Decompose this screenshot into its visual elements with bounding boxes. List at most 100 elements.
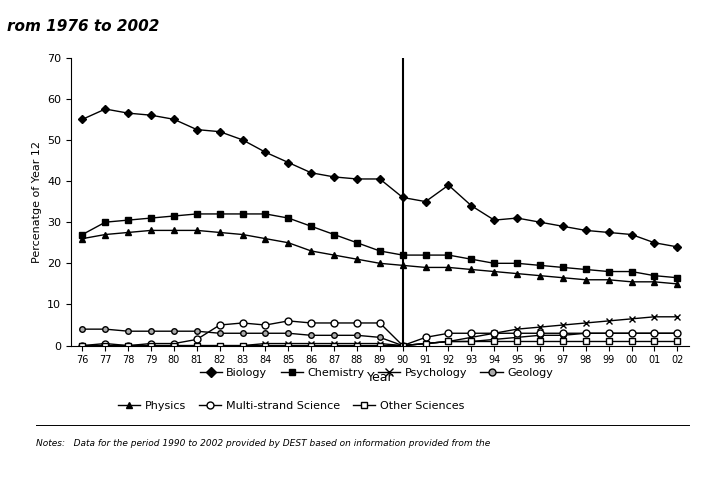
Multi-strand Science [192,336,201,342]
Multi-strand Science [581,330,590,336]
Biology [444,182,453,188]
Line: Geology: Geology [80,326,680,348]
Chemistry [581,266,590,272]
Psychology [147,343,155,348]
Chemistry [353,240,361,246]
Chemistry [284,215,293,221]
Psychology [536,324,545,330]
Physics [170,228,178,233]
Biology [353,176,361,182]
Biology [650,240,659,246]
Multi-strand Science [101,341,109,347]
Other Sciences [627,338,635,344]
Geology [78,326,87,332]
Geology [124,328,133,334]
Other Sciences [101,343,109,348]
Multi-strand Science [124,343,133,348]
Geology [513,335,521,340]
Physics [536,273,545,278]
Multi-strand Science [284,318,293,324]
Physics [353,256,361,262]
Biology [78,117,87,122]
Chemistry [513,261,521,266]
Other Sciences [124,343,133,348]
Geology [490,336,498,342]
Physics [284,240,293,246]
Biology [215,129,224,134]
Legend: Physics, Multi-strand Science, Other Sciences: Physics, Multi-strand Science, Other Sci… [114,397,469,416]
Multi-strand Science [307,320,315,326]
Geology [307,333,315,338]
Biology [239,137,247,143]
Chemistry [376,248,384,254]
Physics [261,236,270,241]
Line: Psychology: Psychology [79,313,681,349]
Other Sciences [513,338,521,344]
Physics [192,228,201,233]
Chemistry [239,211,247,217]
Geology [192,328,201,334]
Physics [78,236,87,241]
Biology [192,127,201,132]
Chemistry [673,275,682,281]
Biology [307,170,315,176]
Physics [604,277,613,283]
Multi-strand Science [376,320,384,326]
Physics [627,279,635,285]
Geology [353,333,361,338]
Psychology [101,343,109,348]
Physics [490,269,498,275]
Biology [490,217,498,223]
Multi-strand Science [604,330,613,336]
Physics [376,261,384,266]
Multi-strand Science [261,322,270,328]
Biology [101,106,109,112]
Chemistry [78,232,87,238]
Physics [467,266,476,272]
Chemistry [147,215,155,221]
Line: Multi-strand Science: Multi-strand Science [79,317,681,349]
Chemistry [398,252,407,258]
Psychology [124,343,133,348]
Psychology [78,343,87,348]
Multi-strand Science [215,322,224,328]
Other Sciences [192,343,201,348]
Physics [398,263,407,268]
Psychology [215,343,224,348]
Psychology [307,341,315,347]
Other Sciences [559,338,567,344]
Other Sciences [353,343,361,348]
Chemistry [421,252,430,258]
Text: rom 1976 to 2002: rom 1976 to 2002 [7,19,160,34]
Geology [536,333,545,338]
Geology [467,338,476,344]
Line: Biology: Biology [80,106,680,250]
Chemistry [307,223,315,229]
Biology [421,199,430,204]
Multi-strand Science [147,341,155,347]
Psychology [192,343,201,348]
Other Sciences [239,343,247,348]
Psychology [581,320,590,326]
Psychology [353,341,361,347]
Other Sciences [581,338,590,344]
Psychology [650,314,659,320]
Psychology [170,343,178,348]
Multi-strand Science [170,341,178,347]
Geology [421,341,430,347]
Geology [581,330,590,336]
Other Sciences [650,338,659,344]
Multi-strand Science [444,330,453,336]
Multi-strand Science [398,343,407,348]
Psychology [376,341,384,347]
Biology [604,229,613,235]
Multi-strand Science [513,330,521,336]
Other Sciences [170,343,178,348]
Geology [559,333,567,338]
Biology [330,174,339,180]
Biology [124,110,133,116]
Psychology [330,341,339,347]
Line: Physics: Physics [80,228,680,287]
Psychology [398,343,407,348]
Other Sciences [78,343,87,348]
